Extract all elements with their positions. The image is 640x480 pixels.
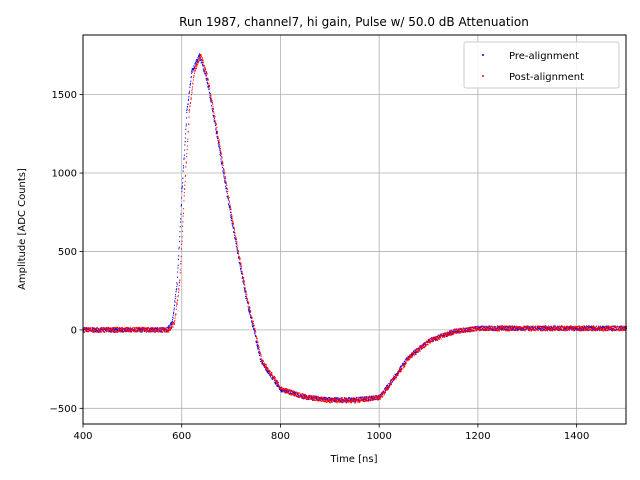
data-point [188,109,190,111]
data-point [199,54,202,56]
data-point [354,399,357,402]
plot-frame [82,34,627,425]
data-point [453,330,455,333]
x-tick-label: 800 [271,431,290,442]
y-axis-label: Amplitude [ADC Counts] [17,168,28,290]
data-point [216,133,218,135]
data-point [131,329,133,331]
data-point [260,360,262,362]
data-point [478,327,480,329]
y-tick-label: 1500 [52,90,77,101]
x-tick-label: 1000 [366,431,391,442]
data-point [305,396,307,398]
data-point [231,219,233,221]
data-point [178,282,180,284]
data-point [173,321,175,323]
data-point [261,360,263,362]
data-point [193,70,195,72]
data-point [245,297,247,300]
data-point [379,396,381,398]
data-point [198,54,200,57]
data-point [428,340,431,342]
data-point [394,376,396,378]
y-tick-label: 1000 [52,169,77,180]
data-point [527,327,529,329]
data-point [181,188,183,190]
data-point [205,78,207,80]
x-tick-label: 400 [73,431,92,442]
x-tick-label: 1200 [465,431,490,442]
y-tick-label: −500 [50,404,77,415]
data-point [183,188,185,190]
chart-title: Run 1987, channel7, hi gain, Pulse w/ 50… [179,15,529,29]
x-tick-label: 600 [172,431,191,442]
legend-label-post-alignment: Post-alignment [509,72,584,83]
y-tick-label: 500 [58,247,77,258]
legend-marker-pre-alignment [482,54,484,56]
data-point [280,388,282,391]
axis-ticks: 400 600 800 1000 1200 1400 −500 0 500 1000 1500 [50,90,590,442]
plot-background [83,35,626,424]
data-point [230,219,232,221]
legend: Pre-alignment Post-alignment [463,41,620,89]
data-point [330,399,332,402]
legend-box [463,41,620,89]
grid [82,35,626,424]
legend-marker-post-alignment [482,75,484,77]
x-axis-label: Time [ns] [329,454,377,465]
data-point [168,329,170,331]
x-tick-label: 1400 [564,431,589,442]
legend-label-pre-alignment: Pre-alignment [509,51,579,62]
data-point [246,297,248,300]
y-tick-label: 0 [71,325,77,336]
data-point [577,327,579,329]
data-point [171,321,173,323]
data-point [186,109,188,111]
data-point [176,282,178,284]
data-point [215,133,217,135]
data-point [206,78,208,80]
data-point [409,356,411,358]
data-point [191,70,193,72]
